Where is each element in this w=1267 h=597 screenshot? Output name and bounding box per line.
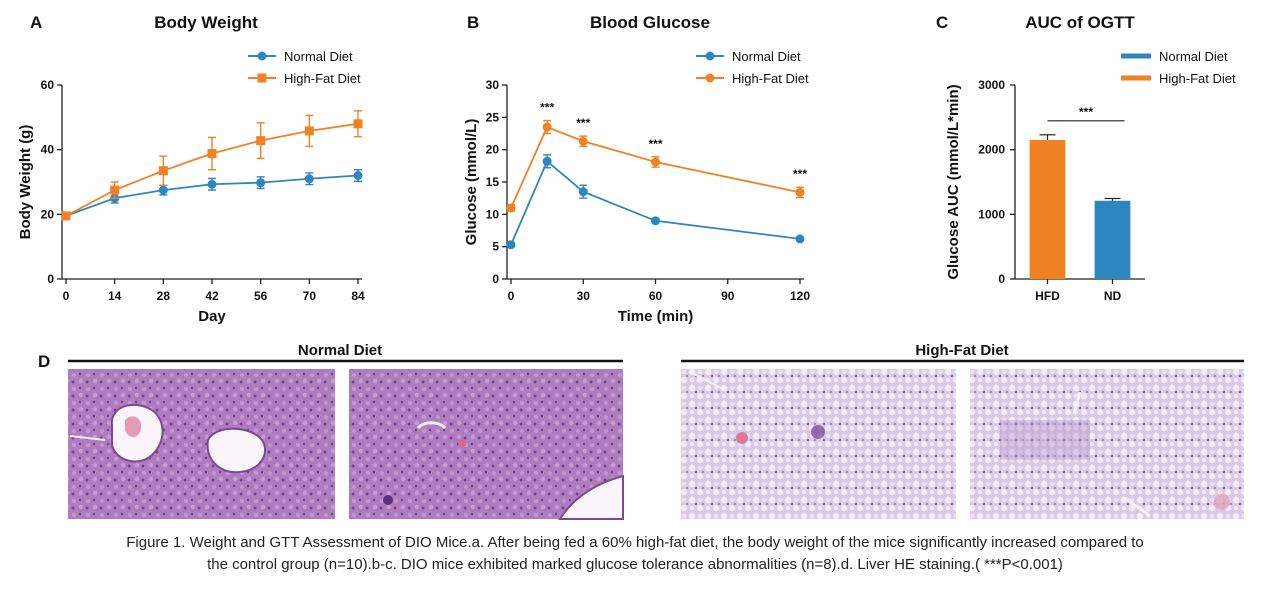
body-weight-chart: Body Weight 0 20 40 60 0 14 28 42 56 70 84 Day Body W… xyxy=(17,13,365,325)
data-point xyxy=(158,185,168,195)
data-point xyxy=(795,234,805,244)
legend-label: High-Fat Diet xyxy=(732,71,809,86)
legend-swatch xyxy=(1121,75,1151,81)
data-point xyxy=(304,174,314,184)
significance-stars: *** xyxy=(540,101,554,115)
normal-diet-image-1 xyxy=(68,369,335,519)
series-line xyxy=(510,159,801,246)
histology-panel: Normal Diet High-Fat Diet xyxy=(68,342,1244,520)
y-tick-label: 40 xyxy=(41,143,55,157)
x-tick-label: ND xyxy=(1104,289,1122,303)
y-tick-label: 20 xyxy=(41,207,55,221)
y-tick-label: 60 xyxy=(41,78,55,92)
y-tick-label: 5 xyxy=(492,240,499,254)
x-tick-label: 14 xyxy=(108,289,122,303)
legend-marker xyxy=(705,51,715,61)
panel-letter-b: B xyxy=(467,13,479,32)
data-point xyxy=(61,211,71,221)
data-point xyxy=(256,178,266,188)
legend-label: Normal Diet xyxy=(284,49,353,64)
blood-glucose-chart: Blood Glucose 0 5 10 15 20 25 30 0 30 60 90 120 Time … xyxy=(463,13,810,325)
legend-swatch xyxy=(1121,53,1151,59)
caption-line-1: Figure 1. Weight and GTT Assessment of D… xyxy=(126,534,1144,551)
y-axis-label: Glucose (mmol/L) xyxy=(463,119,480,246)
auc-chart: AUC of OGTT 0 1000 2000 3000 Glucose AUC (mmo… xyxy=(945,13,1236,303)
panel-letter-d: D xyxy=(38,352,50,371)
data-point xyxy=(207,179,217,189)
x-tick-label: 0 xyxy=(63,289,70,303)
hfd-image-1 xyxy=(681,369,956,519)
y-tick-label: 1000 xyxy=(978,207,1005,221)
y-tick-label: 0 xyxy=(492,272,499,286)
x-tick-label: 90 xyxy=(721,289,735,303)
y-axis-label: Body Weight (g) xyxy=(17,125,34,240)
data-point xyxy=(353,171,363,181)
chart-title: Body Weight xyxy=(154,13,258,32)
data-point xyxy=(207,149,217,159)
significance-stars: *** xyxy=(648,137,662,151)
data-point xyxy=(158,166,168,176)
y-tick-label: 25 xyxy=(486,110,500,124)
data-point xyxy=(542,156,552,166)
panel-letter-a: A xyxy=(30,13,42,32)
y-tick-label: 0 xyxy=(998,272,1005,286)
x-tick-label: 42 xyxy=(205,289,219,303)
y-tick-label: 2000 xyxy=(978,143,1005,157)
significance-stars: *** xyxy=(793,167,807,181)
data-point xyxy=(256,136,266,146)
x-tick-label: 56 xyxy=(254,289,268,303)
legend-label: High-Fat Diet xyxy=(1159,71,1236,86)
legend-marker xyxy=(257,51,267,61)
x-tick-label: 84 xyxy=(351,289,365,303)
data-point xyxy=(795,187,805,197)
data-point xyxy=(578,136,588,146)
bar xyxy=(1029,139,1066,279)
data-point xyxy=(304,126,314,136)
data-point xyxy=(651,216,660,226)
significance-stars: *** xyxy=(576,116,590,130)
y-tick-label: 30 xyxy=(486,78,500,92)
y-tick-label: 3000 xyxy=(978,78,1005,92)
y-tick-label: 0 xyxy=(47,272,54,286)
y-tick-label: 10 xyxy=(486,207,500,221)
x-axis-label: Day xyxy=(198,308,226,325)
y-tick-label: 15 xyxy=(486,175,500,189)
legend-marker xyxy=(705,73,715,83)
significance-stars: *** xyxy=(1079,105,1093,119)
legend-label: Normal Diet xyxy=(732,49,801,64)
x-tick-label: 28 xyxy=(157,289,171,303)
x-axis-label: Time (min) xyxy=(618,308,694,325)
normal-diet-header: Normal Diet xyxy=(298,342,382,359)
data-point xyxy=(578,187,588,197)
x-tick-label: 30 xyxy=(577,289,591,303)
data-point xyxy=(353,119,363,129)
bar xyxy=(1094,200,1131,279)
y-axis-label: Glucose AUC (mmol/L*min) xyxy=(945,84,962,279)
data-point xyxy=(110,185,120,195)
x-tick-label: 70 xyxy=(303,289,317,303)
figure-caption: Figure 1. Weight and GTT Assessment of D… xyxy=(40,532,1230,576)
data-point xyxy=(542,122,552,132)
x-tick-label: 0 xyxy=(508,289,515,303)
legend-marker xyxy=(257,73,267,83)
x-tick-label: 60 xyxy=(649,289,663,303)
hfd-image-2 xyxy=(970,369,1244,519)
legend-label: Normal Diet xyxy=(1159,49,1228,64)
panel-letter-c: C xyxy=(936,13,948,32)
data-point xyxy=(506,203,516,213)
chart-title: AUC of OGTT xyxy=(1025,13,1135,32)
data-point xyxy=(506,240,516,250)
chart-title: Blood Glucose xyxy=(590,13,710,32)
x-tick-label: 120 xyxy=(790,289,810,303)
x-tick-label: HFD xyxy=(1035,289,1060,303)
caption-line-2: the control group (n=10).b-c. DIO mice e… xyxy=(207,556,1063,573)
hfd-header: High-Fat Diet xyxy=(915,342,1008,359)
legend-label: High-Fat Diet xyxy=(284,71,361,86)
data-point xyxy=(651,157,660,167)
y-tick-label: 20 xyxy=(486,143,500,157)
normal-diet-image-2 xyxy=(349,369,624,520)
